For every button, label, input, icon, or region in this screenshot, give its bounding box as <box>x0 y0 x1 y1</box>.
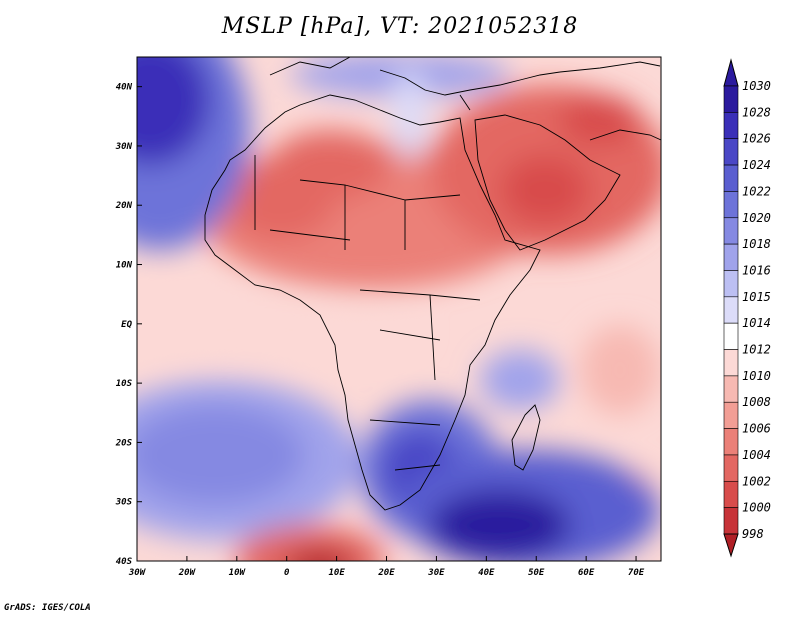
lon-tick-label: 0 <box>284 568 290 578</box>
footer-credit: GrADS: IGES/COLA <box>4 603 91 613</box>
colorbar-swatch <box>723 480 739 508</box>
lat-tick-label: EQ <box>121 320 132 330</box>
colorbar-swatch <box>723 322 739 350</box>
colorbar-label: 1012 <box>742 343 771 357</box>
colorbar-swatch <box>723 375 739 403</box>
colorbar-swatch <box>723 138 739 166</box>
colorbar-label: 1028 <box>742 105 771 119</box>
colorbar-swatch <box>723 349 739 377</box>
coastlines <box>204 57 661 511</box>
colorbar: 1030 1028 1026 1024 1022 1020 1018 1016 1015 1014… <box>723 58 771 558</box>
colorbar-swatch <box>723 428 739 456</box>
lat-tick-label: 20S <box>115 438 133 448</box>
lon-tick-label: 30W <box>128 568 147 578</box>
lat-tick-label: 30S <box>115 498 133 508</box>
colorbar-label: 1002 <box>742 474 771 488</box>
colorbar-swatch <box>723 454 739 482</box>
colorbar-label: 1000 <box>742 501 771 515</box>
colorbar-label: 1024 <box>742 158 771 172</box>
colorbar-label: 1006 <box>742 422 771 436</box>
lon-tick-label: 60E <box>578 568 595 578</box>
map-title: MSLP [hPa], VT: 2021052318 <box>221 14 579 39</box>
colorbar-swatch <box>723 296 739 324</box>
colorbar-swatch <box>723 507 739 535</box>
colorbar-swatch <box>723 217 739 245</box>
lon-tick-label: 20E <box>377 568 395 578</box>
lat-tick-label: 30N <box>115 142 133 152</box>
colorbar-label: 1010 <box>742 369 771 383</box>
lat-tick-label: 40N <box>116 83 133 93</box>
colorbar-swatch <box>723 401 739 429</box>
lon-tick-label: 30E <box>427 568 445 578</box>
colorbar-label: 1020 <box>742 211 771 225</box>
colorbar-swatch <box>723 243 739 271</box>
colorbar-label: 1015 <box>742 290 771 304</box>
lon-tick-label: 10W <box>229 568 247 578</box>
colorbar-label: 1018 <box>742 237 771 251</box>
lon-tick-label: 50E <box>528 568 545 578</box>
lon-tick-label: 20W <box>178 568 197 578</box>
colorbar-label: 1030 <box>742 79 771 93</box>
colorbar-swatch <box>723 112 739 140</box>
colorbar-top-arrow <box>723 58 739 87</box>
lat-tick-label: 40S <box>116 557 133 567</box>
colorbar-label: 1026 <box>742 132 771 146</box>
lat-tick-label: 20N <box>115 201 133 211</box>
colorbar-label: 1014 <box>742 316 771 330</box>
lon-tick-label: 40E <box>478 568 495 578</box>
axis-ticks: 30W 20W 10W 0 10E 20E 30E 40E 50E 60E 70E 40N 30N 20N… <box>115 83 645 578</box>
plot-frame <box>136 56 662 562</box>
colorbar-label: 1022 <box>742 184 771 198</box>
lat-tick-label: 10N <box>116 261 133 271</box>
lon-tick-label: 70E <box>628 568 645 578</box>
colorbar-swatch <box>723 270 739 298</box>
lon-tick-label: 10E <box>328 568 345 578</box>
colorbar-swatch <box>723 164 739 192</box>
colorbar-label: 1016 <box>742 263 771 277</box>
pressure-field <box>137 57 661 561</box>
colorbar-swatch <box>723 85 739 113</box>
lat-tick-label: 10S <box>116 379 133 389</box>
colorbar-label: 998 <box>742 527 764 541</box>
colorbar-bottom-arrow <box>723 533 739 558</box>
colorbar-swatch <box>723 191 739 219</box>
colorbar-label: 1004 <box>742 448 771 462</box>
colorbar-label: 1008 <box>742 395 771 409</box>
